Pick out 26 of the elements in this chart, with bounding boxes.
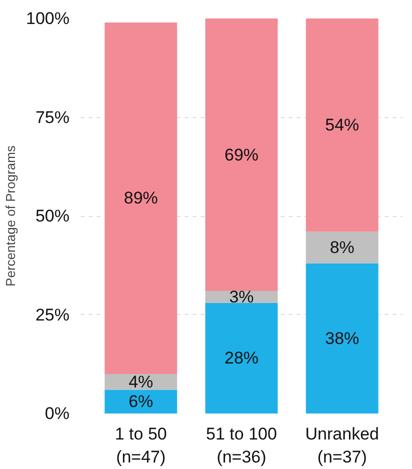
bar [205,18,278,292]
bar [104,390,178,414]
data-label: 54% [325,116,360,135]
data-label: 4% [128,372,154,392]
bar [104,374,178,390]
data-label: 38% [325,328,360,348]
bar [306,263,378,414]
x-tick-label: Unranked (n=37) [305,424,379,466]
y-tick-label: 75% [35,108,70,127]
data-label: 3% [229,287,254,306]
x-tick-label: 51 to 100 (n=36) [206,424,277,466]
y-tick-label: 100% [26,9,70,28]
data-label: 8% [330,238,354,258]
y-tick-label: 50% [35,206,70,226]
data-label: 28% [224,348,259,368]
x-tick-label: 1 to 50 (n=47) [114,424,167,466]
bar [104,22,178,374]
data-label: 6% [128,392,154,412]
y-tick-label: 25% [35,305,70,324]
bar [205,302,278,414]
bar [306,232,378,264]
y-tick-label: 0% [44,404,70,423]
data-label: 89% [124,188,158,208]
y-axis-title: Percentage of Programs [3,145,18,286]
bar [306,18,378,232]
data-label: 69% [224,145,259,164]
